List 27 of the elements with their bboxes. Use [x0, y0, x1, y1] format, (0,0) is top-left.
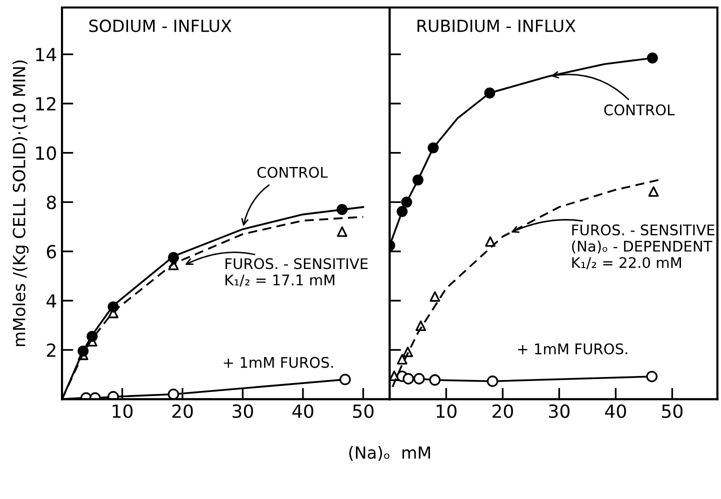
- annotation: + 1mM FUROS.: [518, 343, 628, 354]
- y-tick-label: 8: [46, 196, 56, 210]
- annotation: CONTROL: [257, 166, 328, 178]
- x-tick-label: 30: [549, 404, 570, 418]
- y-tick-label: 12: [36, 97, 56, 110]
- x-tick-label: 10: [436, 404, 456, 418]
- x-tick-label: 50: [662, 404, 682, 418]
- text: RUBIDIUM - INFLUX: [418, 20, 576, 32]
- x-tick-label: 30: [232, 404, 254, 418]
- annotation: FUROS. - SENSITIVE K₁/₂ = 17.1 mM: [226, 258, 368, 287]
- y-axis-title: mMoles /(Kg CELL SOLID)·(10 MIN): [12, 60, 29, 346]
- y-tick-label: 6: [46, 244, 56, 258]
- y-tick-label: 4: [46, 294, 56, 308]
- x-tick-label: 50: [353, 404, 374, 418]
- x-axis-title: (Na)ₒ mM: [349, 446, 430, 461]
- x-tick-label: 20: [172, 404, 193, 418]
- y-tick-label: 10: [36, 146, 56, 160]
- x-tick-label: 40: [605, 404, 626, 418]
- annotation: + 1mM FUROS.: [224, 356, 333, 368]
- y-tick-label: 14: [36, 48, 56, 62]
- x-tick-label: 10: [112, 404, 133, 418]
- x-tick-label: 40: [292, 404, 314, 418]
- text: SODIUM - INFLUX: [89, 20, 232, 32]
- annotation: FUROS. - SENSITIVE (Na)ₒ - DEPENDENT K₁/₂ = 22.0 mM: [572, 224, 714, 270]
- y-tick-label: 2: [46, 343, 56, 357]
- annotation: CONTROL: [604, 104, 675, 116]
- x-tick-label: 20: [492, 404, 513, 418]
